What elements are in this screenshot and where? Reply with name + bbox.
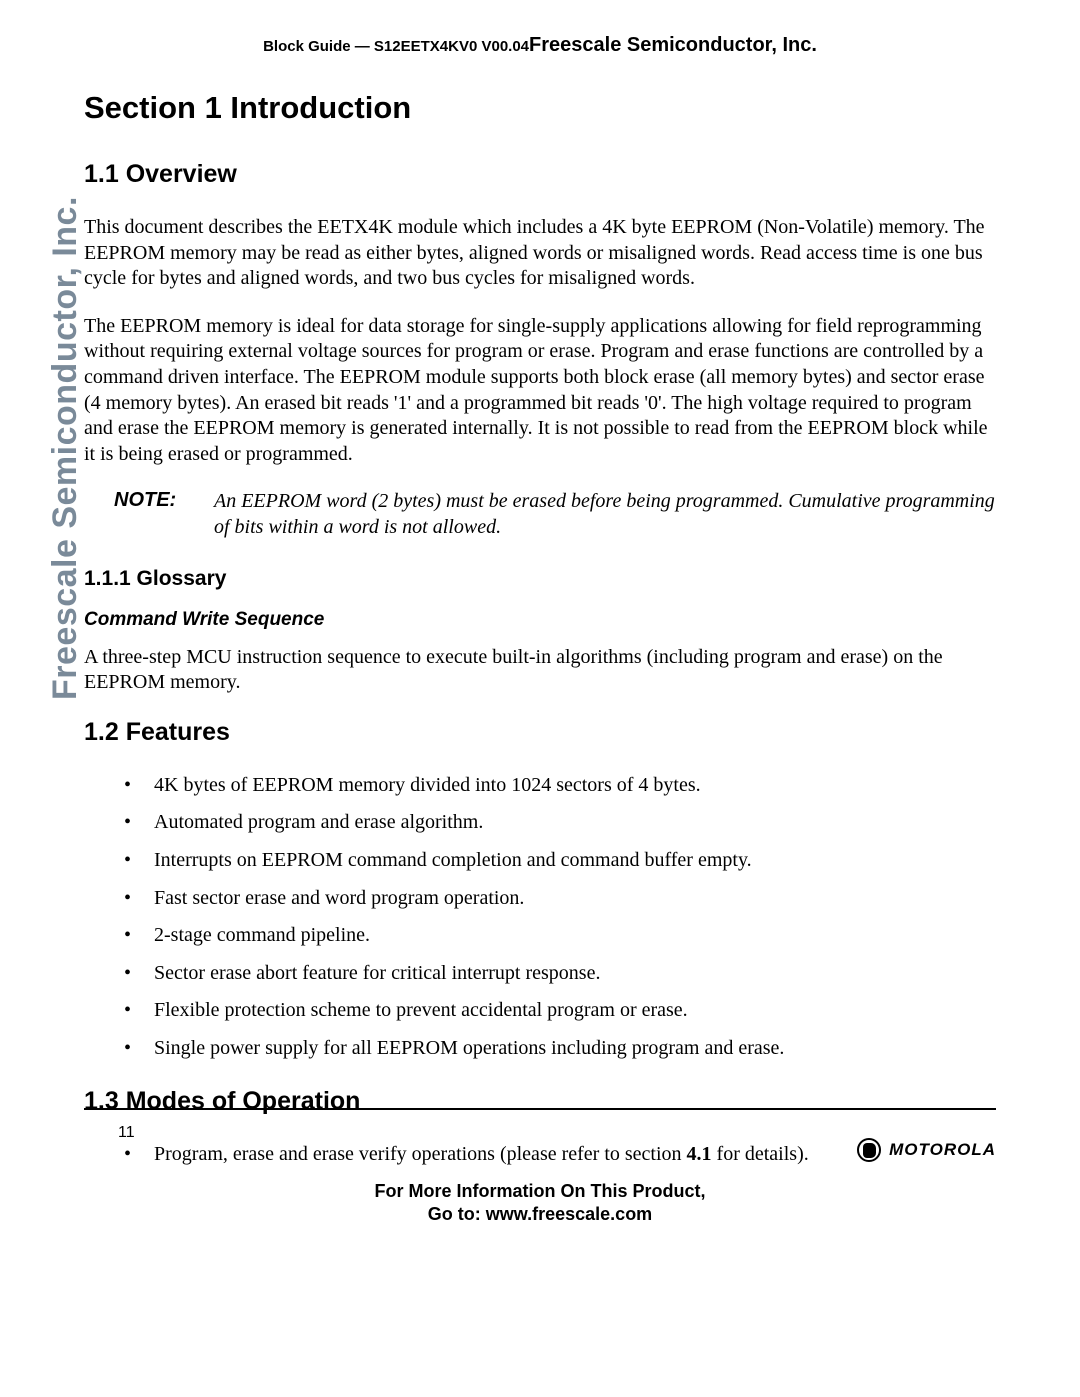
note-label: NOTE: — [114, 489, 214, 540]
company-name: Freescale Semiconductor, Inc. — [529, 34, 817, 56]
cws-title: Command Write Sequence — [84, 609, 996, 631]
page-number: 11 — [118, 1124, 135, 1142]
cws-body: A three-step MCU instruction sequence to… — [84, 645, 996, 696]
page: Freescale Semiconductor, Inc. Block Guid… — [0, 0, 1080, 1397]
side-watermark: Freescale Semiconductor, Inc. — [46, 196, 85, 700]
features-list: 4K bytes of EEPROM memory divided into 1… — [84, 773, 996, 1062]
section-title: Section 1 Introduction — [84, 90, 996, 126]
brand-logo-area: MOTOROLA — [857, 1138, 996, 1162]
note-block: NOTE: An EEPROM word (2 bytes) must be e… — [114, 489, 996, 540]
cross-reference[interactable]: 4.1 — [687, 1143, 712, 1165]
footer-line2: Go to: www.freescale.com — [0, 1203, 1080, 1226]
note-body: An EEPROM word (2 bytes) must be erased … — [214, 489, 996, 540]
list-item: Interrupts on EEPROM command completion … — [84, 848, 996, 874]
block-guide-id: Block Guide — S12EETX4KV0 V00.04 — [263, 38, 529, 55]
motorola-logo-icon — [857, 1138, 881, 1162]
modes-item-suffix: for details). — [712, 1143, 809, 1165]
content-area: Section 1 Introduction 1.1 Overview This… — [84, 80, 996, 1194]
list-item: 2-stage command pipeline. — [84, 923, 996, 949]
modes-heading: 1.3 Modes of Operation — [84, 1087, 996, 1116]
footer-line1: For More Information On This Product, — [0, 1180, 1080, 1203]
list-item: Automated program and erase algorithm. — [84, 810, 996, 836]
page-header: Block Guide — S12EETX4KV0 V00.04Freescal… — [0, 34, 1080, 57]
list-item: Sector erase abort feature for critical … — [84, 961, 996, 987]
brand-name: MOTOROLA — [889, 1140, 996, 1160]
list-item: Flexible protection scheme to prevent ac… — [84, 998, 996, 1024]
glossary-heading: 1.1.1 Glossary — [84, 567, 996, 591]
features-heading: 1.2 Features — [84, 718, 996, 747]
list-item: 4K bytes of EEPROM memory divided into 1… — [84, 773, 996, 799]
overview-p2: The EEPROM memory is ideal for data stor… — [84, 314, 996, 468]
overview-heading: 1.1 Overview — [84, 160, 996, 189]
modes-item-prefix: Program, erase and erase verify operatio… — [154, 1143, 687, 1165]
footer-text: For More Information On This Product, Go… — [0, 1180, 1080, 1225]
footer-rule — [84, 1108, 996, 1110]
list-item: Single power supply for all EEPROM opera… — [84, 1036, 996, 1062]
list-item: Fast sector erase and word program opera… — [84, 886, 996, 912]
overview-p1: This document describes the EETX4K modul… — [84, 215, 996, 292]
